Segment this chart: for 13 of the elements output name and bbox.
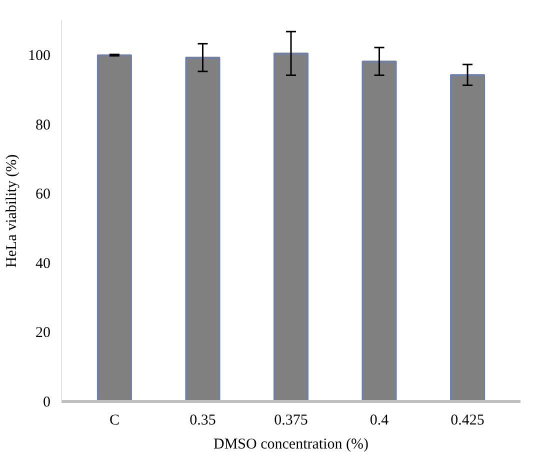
y-tick-label: 100 bbox=[28, 48, 50, 64]
x-tick-label: 0.375 bbox=[274, 412, 308, 428]
y-tick-label: 0 bbox=[43, 394, 50, 410]
y-tick-label: 20 bbox=[36, 325, 50, 342]
y-tick-label: 60 bbox=[36, 186, 50, 203]
y-tick-label: 80 bbox=[36, 117, 50, 134]
x-axis-title: DMSO concentration (%) bbox=[214, 436, 368, 452]
x-tick-label: 0.425 bbox=[450, 412, 484, 428]
y-axis-title: HeLa viability (%) bbox=[4, 154, 20, 268]
x-tick-label: 0.35 bbox=[190, 412, 216, 428]
x-tick-label: C bbox=[109, 412, 120, 428]
y-tick-label: 40 bbox=[36, 256, 50, 272]
x-tick-label: 0.4 bbox=[370, 412, 390, 428]
